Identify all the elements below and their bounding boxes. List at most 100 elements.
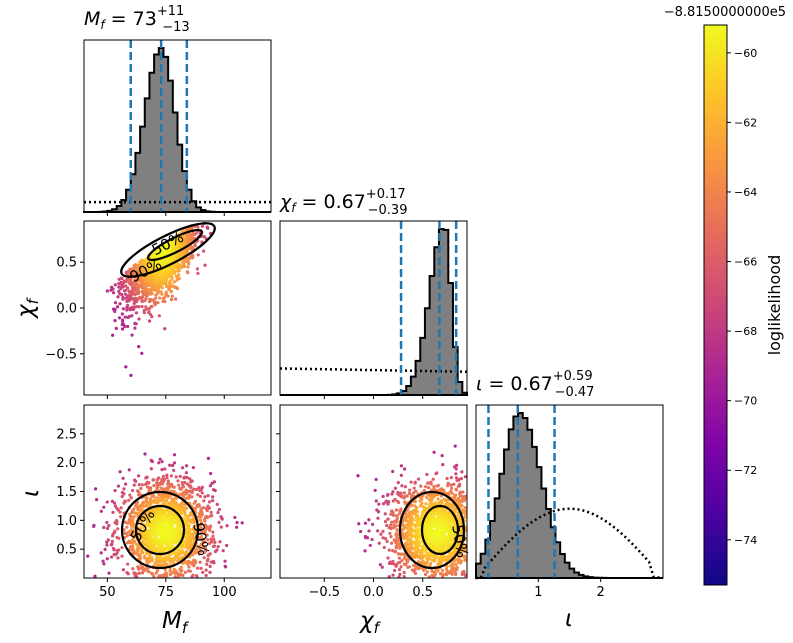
- sample-point: [453, 548, 457, 552]
- x-tick-label-mf: 100: [212, 585, 237, 600]
- scatter-mf-iota-content: 50% 90%: [86, 452, 244, 579]
- sample-point: [235, 525, 239, 529]
- sample-point: [395, 514, 399, 519]
- colorbar-tick-label: −64: [734, 186, 757, 199]
- sample-point: [136, 565, 140, 569]
- posterior-histogram: [475, 412, 663, 579]
- sample-point: [171, 284, 175, 288]
- sample-point: [168, 556, 172, 561]
- hist-chi-content: [279, 221, 468, 396]
- sample-point: [92, 523, 96, 527]
- sample-point: [130, 314, 134, 318]
- sample-point: [152, 288, 156, 292]
- sample-point: [120, 318, 125, 322]
- sample-point: [377, 502, 381, 506]
- sample-point: [386, 517, 390, 521]
- sample-point: [140, 304, 144, 309]
- sample-point: [169, 297, 174, 302]
- sample-point: [454, 562, 458, 566]
- sample-point: [122, 528, 126, 532]
- sample-point: [211, 488, 216, 492]
- sample-point: [216, 545, 220, 549]
- sample-point: [150, 304, 154, 309]
- sample-point: [118, 302, 122, 306]
- sample-point: [169, 572, 173, 576]
- sample-point: [381, 494, 385, 499]
- y-axis-label-chi: χf: [13, 296, 42, 320]
- sample-point: [184, 545, 188, 549]
- sample-point: [409, 537, 413, 541]
- sample-point: [391, 559, 395, 564]
- sample-point: [114, 326, 118, 330]
- hist-iota-frame: [475, 404, 664, 579]
- sample-point: [403, 512, 407, 516]
- sample-point: [174, 475, 178, 479]
- sample-point: [118, 470, 122, 474]
- sample-point: [149, 535, 153, 539]
- sample-point: [133, 326, 137, 330]
- prior-histogram: [476, 507, 664, 580]
- sample-point: [435, 493, 440, 497]
- sample-point: [391, 469, 395, 474]
- sample-point: [389, 535, 393, 539]
- sample-point: [176, 479, 180, 483]
- sample-point: [172, 485, 176, 489]
- colorbar-tick-label: −68: [734, 325, 757, 338]
- sample-point: [158, 296, 162, 300]
- sample-point: [399, 509, 403, 513]
- sample-point: [208, 570, 212, 574]
- sample-point: [432, 509, 437, 513]
- sample-point: [191, 465, 196, 470]
- sample-point: [379, 532, 383, 536]
- sample-point: [402, 556, 407, 560]
- sample-point: [389, 523, 393, 527]
- sample-point: [206, 456, 211, 460]
- sample-point: [398, 560, 402, 564]
- sample-point: [403, 485, 408, 489]
- sample-point: [169, 474, 173, 478]
- sample-point: [102, 505, 106, 509]
- sample-point: [138, 571, 142, 575]
- sample-point: [127, 468, 131, 472]
- sample-point: [113, 504, 117, 508]
- sample-point: [105, 526, 110, 531]
- sample-point: [454, 472, 458, 476]
- sample-point: [454, 476, 459, 480]
- sample-point: [392, 562, 396, 566]
- scatter-mf-chi-content: 90%50%: [105, 221, 216, 377]
- sample-point: [129, 373, 133, 377]
- sample-point: [455, 479, 459, 483]
- sample-point: [126, 562, 130, 566]
- sample-point: [172, 461, 177, 465]
- x-tick-label-chi: 0.5: [412, 585, 433, 600]
- sample-point: [141, 539, 145, 543]
- sample-point: [356, 474, 360, 478]
- sample-point: [117, 316, 122, 320]
- sample-point: [110, 539, 114, 544]
- sample-point: [456, 513, 460, 518]
- sample-point: [157, 548, 162, 552]
- sample-point: [141, 289, 145, 294]
- sample-point: [111, 510, 115, 515]
- mf-title-sub: −13: [162, 20, 189, 35]
- sample-point: [196, 253, 200, 257]
- sample-point: [404, 562, 408, 567]
- sample-point: [363, 521, 368, 525]
- sample-point: [421, 559, 425, 563]
- sample-point: [416, 510, 420, 514]
- sample-point: [203, 495, 207, 499]
- sample-point: [134, 479, 138, 483]
- sample-point: [382, 545, 386, 550]
- sample-point: [450, 491, 454, 495]
- sample-point: [429, 561, 433, 565]
- sample-point: [164, 499, 169, 503]
- sample-point: [153, 539, 157, 544]
- sample-point: [160, 460, 164, 464]
- colorbar-ticks: −60−62−64−66−68−70−72−74: [727, 47, 757, 547]
- x-tick-label-iota: 2: [597, 585, 605, 600]
- sample-point: [395, 517, 399, 521]
- sample-point: [196, 225, 200, 229]
- sample-point: [148, 532, 152, 536]
- sample-point: [385, 493, 390, 498]
- sample-point: [105, 289, 109, 293]
